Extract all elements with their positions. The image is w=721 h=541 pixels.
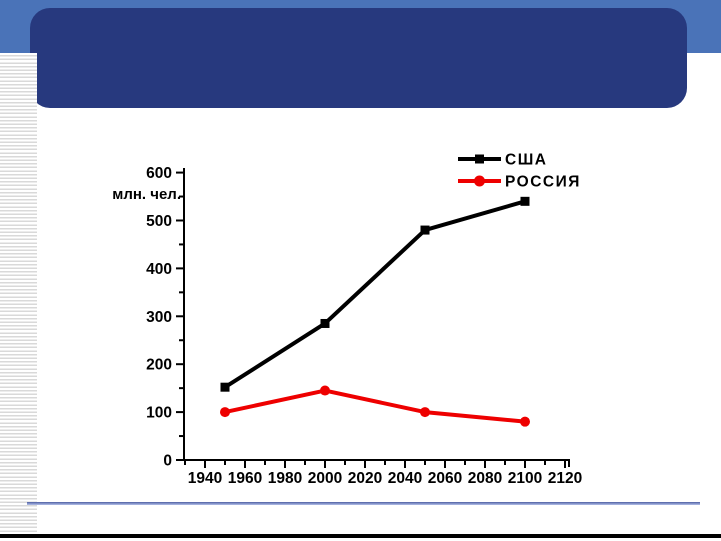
- svg-text:2060: 2060: [428, 470, 462, 487]
- legend-entry-РОССИЯ: РОССИЯ: [458, 174, 581, 191]
- data-point-marker: [520, 196, 530, 206]
- legend-marker: [475, 154, 484, 164]
- data-point-marker: [520, 416, 530, 427]
- data-point-marker: [420, 225, 430, 235]
- svg-text:0: 0: [163, 453, 172, 470]
- svg-text:1940: 1940: [188, 470, 222, 487]
- chart-legend: США РОССИЯ: [458, 152, 581, 191]
- svg-text:300: 300: [146, 309, 172, 326]
- svg-text:2000: 2000: [308, 470, 342, 487]
- legend-marker: [474, 175, 485, 187]
- left-stripe-decoration: [0, 53, 37, 534]
- svg-text:400: 400: [146, 261, 172, 278]
- svg-text:2120: 2120: [548, 470, 582, 487]
- svg-text:1960: 1960: [228, 470, 262, 487]
- title-placeholder: [30, 8, 687, 108]
- svg-text:2080: 2080: [468, 470, 502, 487]
- axes: [176, 168, 570, 468]
- series-США: [220, 196, 530, 392]
- svg-text:100: 100: [146, 405, 172, 422]
- footer-separator-line: [27, 502, 700, 505]
- axis-tick-labels: 0 100 200 300 400 500 600 1940 1960 1980 2000 2020 2…: [146, 165, 582, 487]
- data-point-marker: [320, 385, 330, 396]
- legend-label: РОССИЯ: [505, 174, 581, 191]
- data-point-marker: [220, 382, 230, 392]
- series-РОССИЯ: [220, 385, 530, 427]
- bottom-border: [0, 534, 721, 538]
- svg-text:200: 200: [146, 357, 172, 374]
- svg-text:1980: 1980: [268, 470, 302, 487]
- data-point-marker: [320, 318, 330, 328]
- svg-text:2100: 2100: [508, 470, 542, 487]
- legend-label: США: [505, 152, 547, 169]
- legend-entry-США: США: [458, 152, 547, 169]
- svg-text:2040: 2040: [388, 470, 422, 487]
- svg-text:600: 600: [146, 165, 172, 182]
- y-axis-unit-label: млн. чел.: [112, 186, 181, 203]
- data-point-marker: [220, 407, 230, 418]
- svg-text:500: 500: [146, 213, 172, 230]
- data-point-marker: [420, 407, 430, 418]
- svg-text:2020: 2020: [348, 470, 382, 487]
